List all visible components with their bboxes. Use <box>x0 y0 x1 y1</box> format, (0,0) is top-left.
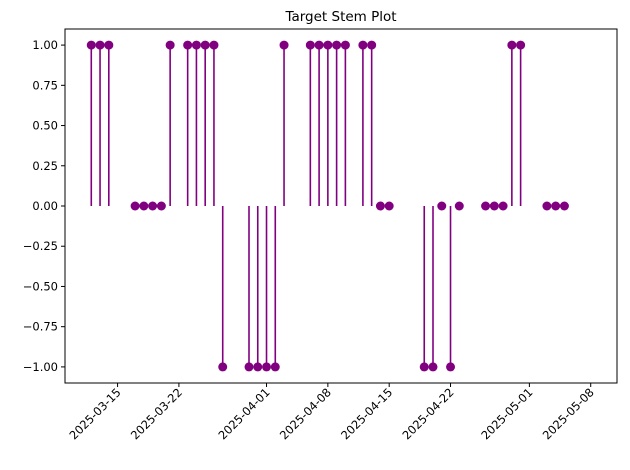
stems-layer <box>90 45 522 367</box>
x-tick-label: 2025-03-15 <box>67 385 124 442</box>
x-tick-label: 2025-05-08 <box>540 385 597 442</box>
stem-marker <box>375 201 385 211</box>
stem-marker <box>262 362 272 372</box>
stem-marker <box>191 40 201 50</box>
stem-marker <box>559 201 569 211</box>
stem-marker <box>279 40 289 50</box>
y-tick-label: 0.50 <box>32 119 58 133</box>
stem-marker <box>139 201 149 211</box>
stem-marker <box>253 362 263 372</box>
stem-marker <box>323 40 333 50</box>
stem-marker <box>332 40 342 50</box>
y-tick-label: 1.00 <box>32 38 58 52</box>
stem-marker <box>507 40 517 50</box>
stem-marker <box>95 40 105 50</box>
y-axis: 1.00 0.75 0.50 0.25 0.00 −0.25 −0.50 −0.75 −1.00 <box>23 38 65 374</box>
stem-marker <box>314 40 324 50</box>
x-axis: 2025-03-15 2025-03-22 2025-04-01 2025-04-08… <box>67 383 597 442</box>
stem-marker <box>428 362 438 372</box>
stem-marker <box>446 362 456 372</box>
stem-marker <box>130 201 140 211</box>
stem-marker <box>358 40 368 50</box>
stem-marker <box>384 201 394 211</box>
stem-marker <box>489 201 499 211</box>
stem-marker <box>218 362 228 372</box>
chart-title: Target Stem Plot <box>284 9 396 25</box>
stem-marker <box>86 40 96 50</box>
stem-marker <box>104 40 114 50</box>
stem-marker <box>305 40 315 50</box>
x-tick-label: 2025-03-22 <box>128 385 185 442</box>
stem-marker <box>340 40 350 50</box>
y-tick-label: −0.25 <box>23 239 58 253</box>
x-tick-label: 2025-04-08 <box>277 385 334 442</box>
stem-marker <box>419 362 429 372</box>
stem-marker <box>165 40 175 50</box>
stem-marker <box>156 201 166 211</box>
stem-marker <box>148 201 158 211</box>
stem-marker <box>551 201 561 211</box>
y-tick-label: −0.50 <box>23 279 58 293</box>
y-tick-label: 0.75 <box>32 78 58 92</box>
plot-frame <box>64 28 618 384</box>
stem-marker <box>498 201 508 211</box>
x-tick-label: 2025-04-22 <box>399 385 456 442</box>
stem-marker <box>244 362 254 372</box>
stem-marker <box>542 201 552 211</box>
stem-marker <box>481 201 491 211</box>
x-tick-label: 2025-05-01 <box>478 385 535 442</box>
y-tick-label: −0.75 <box>23 320 58 334</box>
stem-marker <box>516 40 526 50</box>
x-tick-label: 2025-04-01 <box>215 385 272 442</box>
y-tick-label: 0.25 <box>32 159 58 173</box>
y-tick-label: −1.00 <box>23 360 58 374</box>
stem-marker <box>200 40 210 50</box>
stem-marker <box>270 362 280 372</box>
stem-marker <box>183 40 193 50</box>
stem-marker <box>437 201 447 211</box>
stem-marker <box>454 201 464 211</box>
stem-marker <box>367 40 377 50</box>
markers-layer <box>86 40 569 372</box>
x-tick-label: 2025-04-15 <box>338 385 395 442</box>
stem-marker <box>209 40 219 50</box>
y-tick-label: 0.00 <box>32 199 58 213</box>
